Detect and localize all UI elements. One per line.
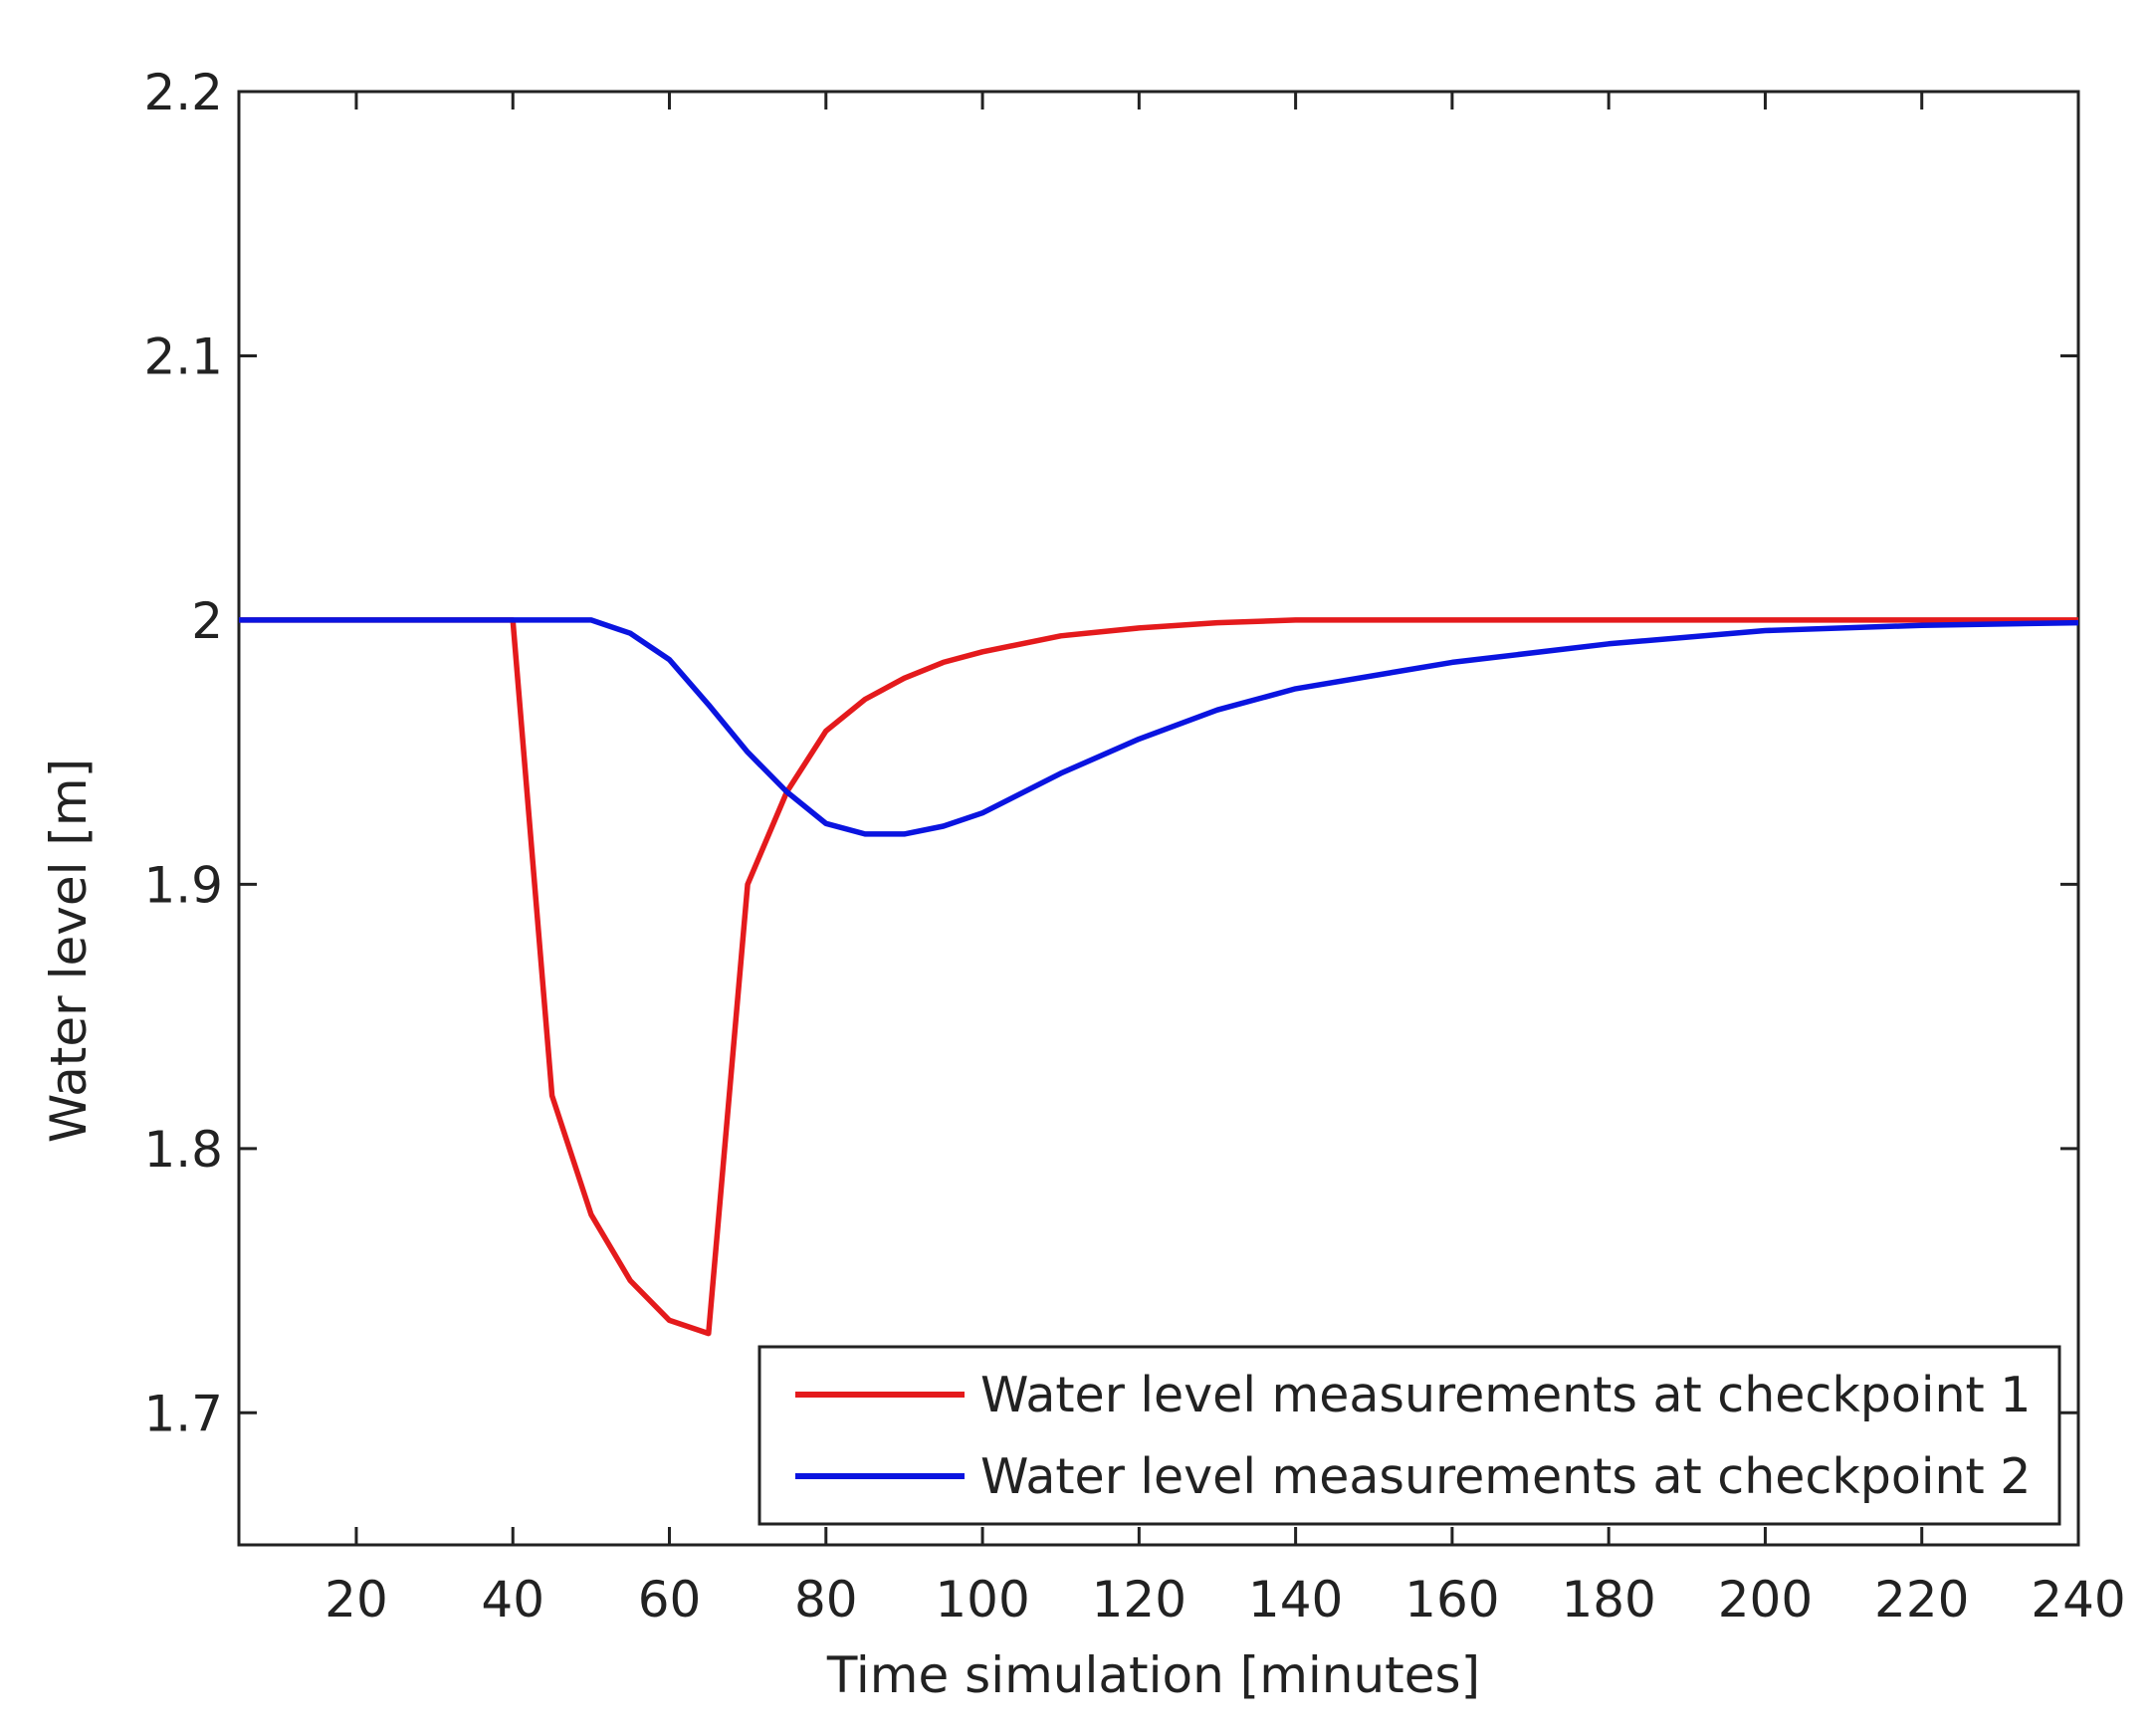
series-lines (239, 617, 2078, 1337)
legend-label-checkpoint-1: Water level measurements at checkpoint 1 (980, 1367, 2031, 1423)
axis-ticks: 20 40 60 80 100 120 140 160 180 200 220 240 1.7 1.8 1.… (143, 64, 2125, 1628)
x-tick-label: 220 (1874, 1571, 1969, 1628)
x-tick-label: 240 (2031, 1571, 2125, 1628)
series-line-checkpoint-1 (239, 617, 2078, 1337)
y-tick-label: 2.1 (143, 327, 223, 385)
y-tick-label: 1.9 (143, 856, 223, 914)
x-tick-label: 200 (1718, 1571, 1813, 1628)
x-tick-label: 60 (638, 1571, 702, 1628)
y-tick-label: 2.2 (143, 64, 223, 121)
x-tick-label: 40 (481, 1571, 544, 1628)
axes-frame (237, 90, 2080, 1547)
x-tick-label: 180 (1561, 1571, 1655, 1628)
y-axis-label: Water level [m] (40, 759, 98, 1143)
x-tick-label: 160 (1404, 1571, 1499, 1628)
x-tick-label: 100 (935, 1571, 1029, 1628)
x-tick-label: 80 (794, 1571, 858, 1628)
plot-area (237, 90, 2080, 1547)
legend-box (757, 1345, 2061, 1526)
legend-label-checkpoint-2: Water level measurements at checkpoint 2 (980, 1448, 2031, 1505)
legend: Water level measurements at checkpoint 1… (757, 1345, 2061, 1526)
x-tick-label: 140 (1248, 1571, 1343, 1628)
y-tick-label: 2 (191, 592, 223, 650)
y-tick-label: 1.8 (143, 1121, 223, 1179)
y-tick-label: 1.7 (143, 1385, 223, 1442)
x-tick-label: 20 (324, 1571, 388, 1628)
series-line-checkpoint-2 (239, 617, 2078, 837)
x-tick-label: 120 (1092, 1571, 1186, 1628)
x-axis-label: Time simulation [minutes] (826, 1646, 1480, 1704)
